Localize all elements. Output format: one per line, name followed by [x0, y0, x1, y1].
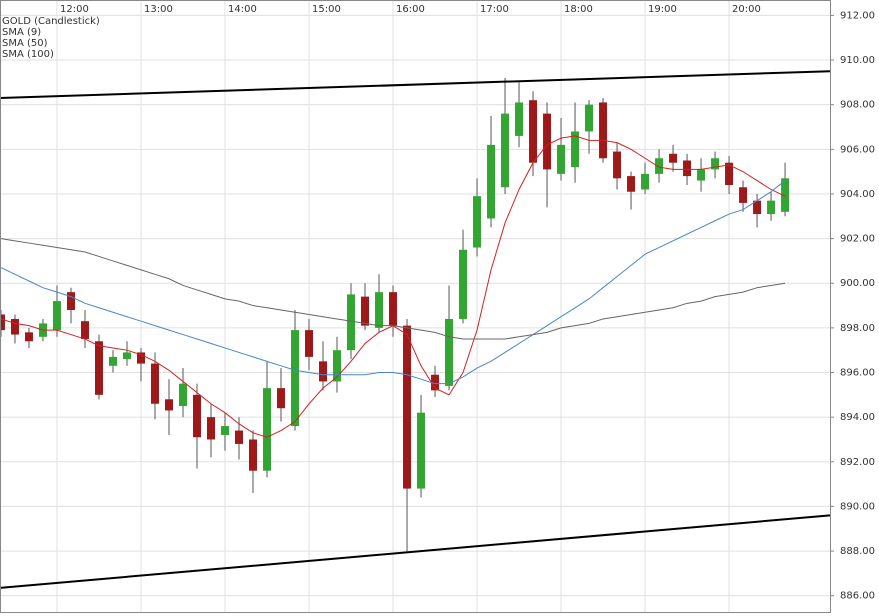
candle-body [122, 352, 131, 360]
candle-body [136, 352, 145, 364]
y-tick-label: 896.00 [840, 368, 875, 379]
candle-body [192, 394, 201, 438]
candle-body [375, 292, 384, 328]
candle-body [150, 363, 159, 404]
candle-body [781, 178, 790, 212]
candle-body [178, 383, 187, 406]
candle-body [641, 173, 650, 190]
x-tick-label: 15:00 [312, 4, 341, 15]
candle-body [333, 350, 342, 382]
trend-line [0, 514, 831, 589]
legend-entry: SMA (50) [2, 38, 48, 49]
candle-body [753, 200, 762, 215]
x-tick-label: 12:00 [60, 4, 89, 15]
y-tick-label: 906.00 [840, 144, 875, 155]
candle-body [24, 332, 33, 342]
candle-body [739, 187, 748, 203]
candle-body [235, 430, 244, 444]
candle-body [487, 144, 496, 219]
y-tick-label: 886.00 [840, 591, 875, 602]
candle-body [669, 153, 678, 163]
candle-body [277, 388, 286, 409]
legend-entry: GOLD (Candlestick) [2, 16, 100, 27]
candle-body [249, 439, 258, 471]
candle-body [627, 176, 636, 192]
candle-body [94, 341, 103, 395]
candle-body [599, 102, 608, 159]
candle-body [459, 249, 468, 319]
candle-body [207, 417, 216, 440]
x-tick-label: 13:00 [144, 4, 173, 15]
x-tick-label: 20:00 [732, 4, 761, 15]
candle-body [445, 318, 454, 386]
candle-body [263, 388, 272, 471]
y-tick-label: 898.00 [840, 323, 875, 334]
candle-body [389, 292, 398, 326]
candle-body [529, 100, 538, 163]
candle-body [501, 113, 510, 188]
candle-body [80, 321, 89, 340]
candle-body [305, 330, 314, 357]
candle-body [66, 292, 75, 311]
candle-body [417, 412, 426, 489]
candle-body [319, 361, 328, 382]
legend-entry: SMA (9) [2, 27, 41, 38]
candle-body [585, 104, 594, 132]
sma-line [0, 238, 786, 340]
candle-body [291, 330, 300, 427]
candle-body [403, 325, 412, 489]
y-tick-label: 892.00 [840, 457, 875, 468]
candle-body [221, 426, 230, 436]
candle-body [10, 318, 19, 335]
candle-body [543, 113, 552, 170]
sma-line [0, 180, 786, 385]
candle-body [725, 162, 734, 186]
y-tick-label: 894.00 [840, 412, 875, 423]
candle-body [711, 158, 720, 170]
candle-body [347, 294, 356, 351]
candle-body [473, 196, 482, 248]
candle-body [613, 151, 622, 179]
y-tick-label: 912.00 [840, 10, 875, 21]
candle-body [164, 399, 173, 411]
candle-body [431, 374, 440, 391]
y-tick-label: 908.00 [840, 100, 875, 111]
candle-body [52, 301, 61, 331]
candle-body [108, 356, 117, 366]
candle-body [697, 169, 706, 181]
y-tick-label: 904.00 [840, 189, 875, 200]
candle-body [683, 160, 692, 177]
x-tick-label: 14:00 [228, 4, 257, 15]
legend-entry: SMA (100) [2, 49, 54, 60]
y-tick-label: 910.00 [840, 55, 875, 66]
candle-body [0, 314, 5, 331]
candle-body [655, 158, 664, 174]
y-tick-label: 888.00 [840, 546, 875, 557]
x-tick-label: 19:00 [648, 4, 677, 15]
y-tick-label: 900.00 [840, 278, 875, 289]
y-tick-label: 890.00 [840, 501, 875, 512]
candle-body [767, 200, 776, 215]
x-tick-label: 17:00 [480, 4, 509, 15]
x-tick-label: 18:00 [564, 4, 593, 15]
trend-line [0, 70, 831, 99]
y-tick-label: 902.00 [840, 234, 875, 245]
candle-body [571, 131, 580, 168]
plot-frame [0, 0, 831, 613]
candle-body [515, 102, 524, 136]
candle-body [557, 144, 566, 174]
x-tick-label: 16:00 [396, 4, 425, 15]
candle-body [361, 296, 370, 326]
